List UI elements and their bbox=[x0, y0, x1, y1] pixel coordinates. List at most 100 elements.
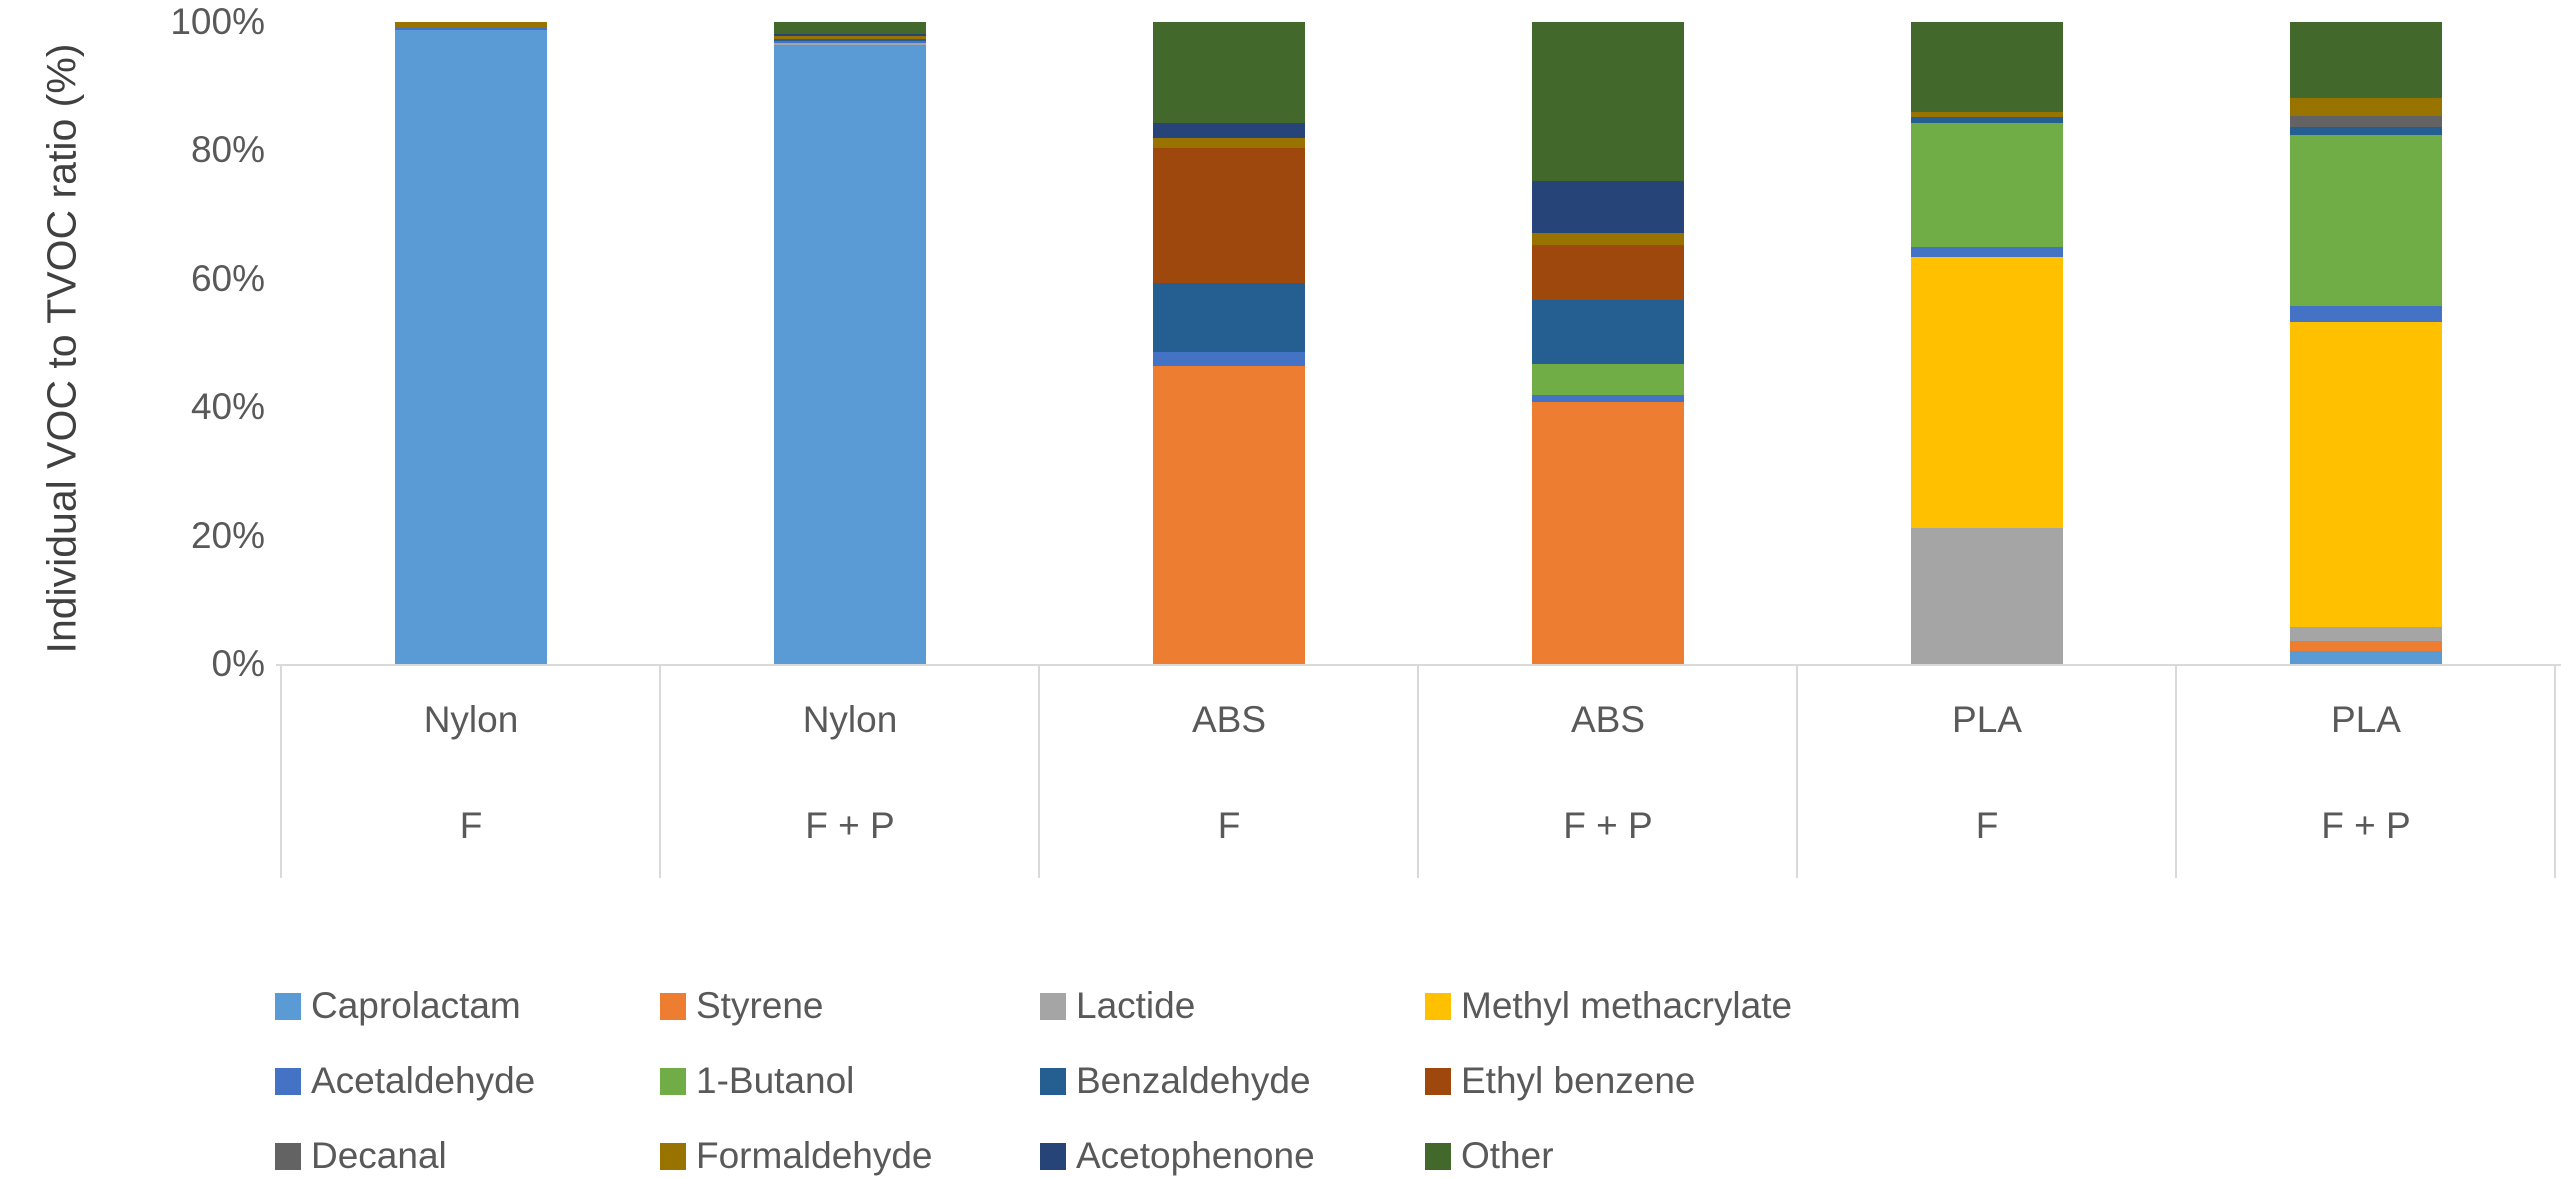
category-cell: Nylon F bbox=[281, 666, 661, 878]
bar-segment-acetaldehyde bbox=[394, 26, 547, 30]
bar-segment-formaldehyde bbox=[1152, 137, 1305, 148]
legend-item-benzaldehyde: Benzaldehyde bbox=[1040, 1060, 1311, 1102]
x-axis-line bbox=[276, 664, 2561, 666]
bar-segment-benzaldehyde bbox=[1152, 282, 1305, 353]
bar-stack-abs-2 bbox=[1152, 22, 1305, 664]
bar-stack-abs-3 bbox=[1531, 22, 1684, 664]
bar-segment-other bbox=[1910, 22, 2063, 112]
bar-stack-pla-4 bbox=[1910, 22, 2063, 664]
bar-segment-other bbox=[1152, 22, 1305, 123]
y-tick-label: 100% bbox=[170, 1, 265, 42]
bar-segment-formaldehyde bbox=[2289, 98, 2442, 117]
legend-label: Ethyl benzene bbox=[1461, 1060, 1696, 1101]
bar-segment-acetaldehyde bbox=[1152, 352, 1305, 367]
category-condition-label: F bbox=[1975, 804, 1999, 846]
legend-label: Other bbox=[1461, 1135, 1554, 1176]
bar-segment-lactide bbox=[1910, 527, 2063, 664]
bar-segment-1-butanol bbox=[2289, 135, 2442, 307]
bar-segment-styrene bbox=[1531, 402, 1684, 664]
bar-stack-nylon-0 bbox=[394, 22, 547, 664]
legend-item-acetaldehyde: Acetaldehyde bbox=[275, 1060, 535, 1102]
y-tick-label: 40% bbox=[190, 386, 265, 428]
category-cell: ABS F bbox=[1039, 666, 1419, 878]
legend-swatch bbox=[660, 1142, 686, 1170]
y-tick-label: 80% bbox=[190, 129, 265, 171]
bar-segment-1-butanol bbox=[1531, 364, 1684, 396]
y-tick-label: 60% bbox=[190, 257, 265, 299]
legend-item-methyl-methacrylate: Methyl methacrylate bbox=[1425, 985, 1792, 1027]
y-tick-label: 0% bbox=[211, 643, 265, 684]
bar-segment-caprolactam bbox=[2289, 651, 2442, 664]
category-divider bbox=[2554, 666, 2556, 878]
legend-item-lactide: Lactide bbox=[1040, 985, 1195, 1027]
bar-segment-benzaldehyde bbox=[773, 38, 926, 42]
category-material-label: PLA bbox=[2331, 698, 2401, 740]
bar-segment-formaldehyde bbox=[773, 36, 926, 39]
bar-segment-acetaldehyde bbox=[1531, 395, 1684, 403]
legend-swatch bbox=[660, 1067, 686, 1095]
legend-label: Caprolactam bbox=[311, 985, 521, 1026]
category-condition-label: F + P bbox=[1563, 804, 1653, 846]
legend-item-decanal: Decanal bbox=[275, 1135, 447, 1177]
bar-segment-methyl-methacrylate bbox=[1910, 256, 2063, 528]
legend-swatch bbox=[1425, 992, 1451, 1020]
category-divider bbox=[280, 666, 282, 878]
legend-item-acetophenone: Acetophenone bbox=[1040, 1135, 1315, 1177]
legend-item-styrene: Styrene bbox=[660, 985, 824, 1027]
bar-segment-ethyl-benzene bbox=[1531, 245, 1684, 301]
category-divider bbox=[1796, 666, 1798, 878]
legend-label: Acetaldehyde bbox=[311, 1060, 536, 1101]
legend-item-1-butanol: 1-Butanol bbox=[660, 1060, 854, 1102]
category-condition-label: F + P bbox=[805, 804, 895, 846]
bar-segment-formaldehyde bbox=[1531, 233, 1684, 246]
legend-label: 1-Butanol bbox=[696, 1060, 855, 1101]
bar-segment-acetaldehyde bbox=[773, 41, 926, 44]
y-axis-title: Individual VOC to TVOC ratio (%) bbox=[38, 43, 85, 654]
bar-segment-lactide bbox=[773, 43, 926, 46]
legend-swatch bbox=[1040, 1142, 1066, 1170]
bar-segment-benzaldehyde bbox=[2289, 127, 2442, 136]
bar-stack-pla-5 bbox=[2289, 22, 2442, 664]
bar-segment-other bbox=[773, 22, 926, 35]
category-material-label: PLA bbox=[1952, 698, 2022, 740]
category-condition-label: F bbox=[1217, 804, 1241, 846]
category-cell: PLA F + P bbox=[2176, 666, 2556, 878]
category-cell: PLA F bbox=[1797, 666, 2177, 878]
legend-swatch bbox=[1425, 1067, 1451, 1095]
bar-segment-methyl-methacrylate bbox=[2289, 321, 2442, 627]
legend-label: Acetophenone bbox=[1076, 1135, 1315, 1176]
bar-segment-acetaldehyde bbox=[2289, 306, 2442, 322]
bar-segment-benzaldehyde bbox=[1531, 300, 1684, 365]
legend: Caprolactam Styrene Lactide Methyl methacry… bbox=[0, 955, 2561, 1178]
bar-segment-acetophenone bbox=[1152, 122, 1305, 138]
category-divider bbox=[1417, 666, 1419, 878]
bar-segment-ethyl-benzene bbox=[1152, 147, 1305, 283]
bar-segment-decanal bbox=[2289, 116, 2442, 128]
category-divider bbox=[2175, 666, 2177, 878]
category-divider bbox=[659, 666, 661, 878]
legend-label: Formaldehyde bbox=[696, 1135, 933, 1176]
plot-area bbox=[281, 22, 2555, 664]
category-cell: Nylon F + P bbox=[660, 666, 1040, 878]
legend-label: Decanal bbox=[311, 1135, 447, 1176]
bar-segment-caprolactam bbox=[773, 45, 926, 664]
bar-segment-acetaldehyde bbox=[1910, 246, 2063, 257]
category-divider bbox=[1038, 666, 1040, 878]
legend-swatch bbox=[1040, 992, 1066, 1020]
bar-segment-formaldehyde bbox=[1910, 111, 2063, 118]
bar-segment-other bbox=[1531, 22, 1684, 181]
legend-label: Benzaldehyde bbox=[1076, 1060, 1311, 1101]
bar-segment-styrene bbox=[1152, 366, 1305, 664]
legend-swatch bbox=[275, 1142, 301, 1170]
legend-swatch bbox=[1425, 1142, 1451, 1170]
bar-segment-other bbox=[2289, 22, 2442, 99]
category-cell: ABS F + P bbox=[1418, 666, 1798, 878]
bar-segment-styrene bbox=[2289, 640, 2442, 652]
category-material-label: ABS bbox=[1570, 698, 1646, 740]
legend-swatch bbox=[275, 992, 301, 1020]
category-condition-label: F bbox=[459, 804, 483, 846]
legend-label: Lactide bbox=[1076, 985, 1196, 1026]
bar-segment-1-butanol bbox=[1910, 122, 2063, 247]
category-material-label: Nylon bbox=[802, 698, 898, 740]
